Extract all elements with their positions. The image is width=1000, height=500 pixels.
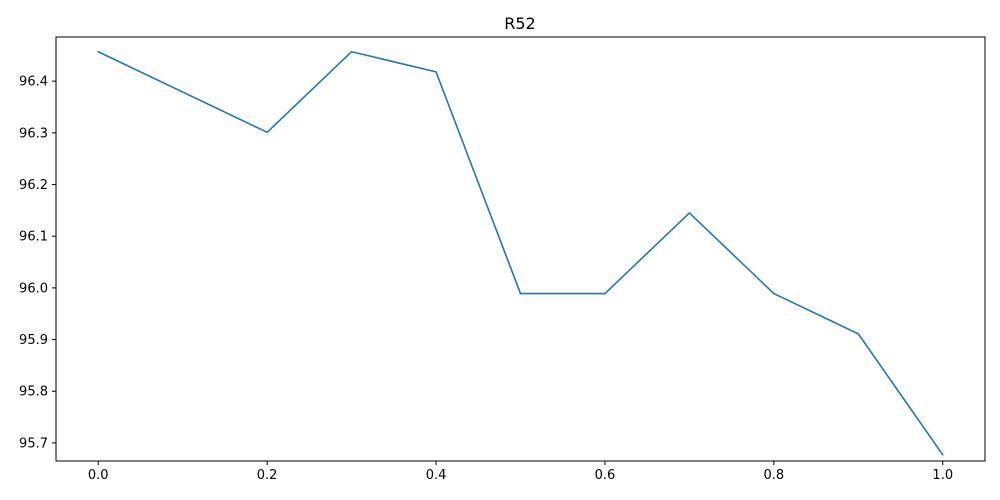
- y-tick-label: 95.8: [19, 385, 48, 400]
- data-point: [941, 453, 944, 456]
- y-tick-label: 96.2: [19, 178, 48, 193]
- data-point: [519, 292, 522, 295]
- y-tick-label: 96.1: [19, 230, 48, 245]
- x-tick-label: 0.2: [257, 468, 278, 483]
- x-tick-label: 0.8: [764, 468, 785, 483]
- chart-title: R52: [504, 14, 535, 33]
- data-point: [266, 131, 268, 134]
- x-tick-label: 0.6: [595, 468, 616, 483]
- series-layer: [97, 50, 944, 456]
- y-tick-label: 96.4: [19, 75, 48, 90]
- y-tick-label: 95.7: [19, 436, 48, 451]
- data-point: [435, 71, 437, 73]
- y-tick-label: 96.0: [19, 281, 48, 296]
- x-tick-label: 0.0: [88, 468, 109, 483]
- y-tick-label: 96.3: [19, 126, 48, 141]
- plot-area-frame: [55, 36, 986, 462]
- data-point: [604, 292, 606, 295]
- data-point: [688, 212, 691, 214]
- data-point: [97, 50, 100, 53]
- data-point: [773, 292, 775, 295]
- data-point: [350, 50, 353, 53]
- x-tick-label: 0.4: [426, 468, 447, 483]
- y-tick-label: 95.9: [19, 333, 48, 348]
- series-line: [97, 50, 944, 456]
- x-tick-label: 1.0: [932, 468, 953, 483]
- axis-ticks: 0.0 0.2 0.4 0.6 0.8 1.0 95.7 95.8 95.9 96.0 96.1 96…: [19, 75, 953, 483]
- data-point: [857, 333, 860, 335]
